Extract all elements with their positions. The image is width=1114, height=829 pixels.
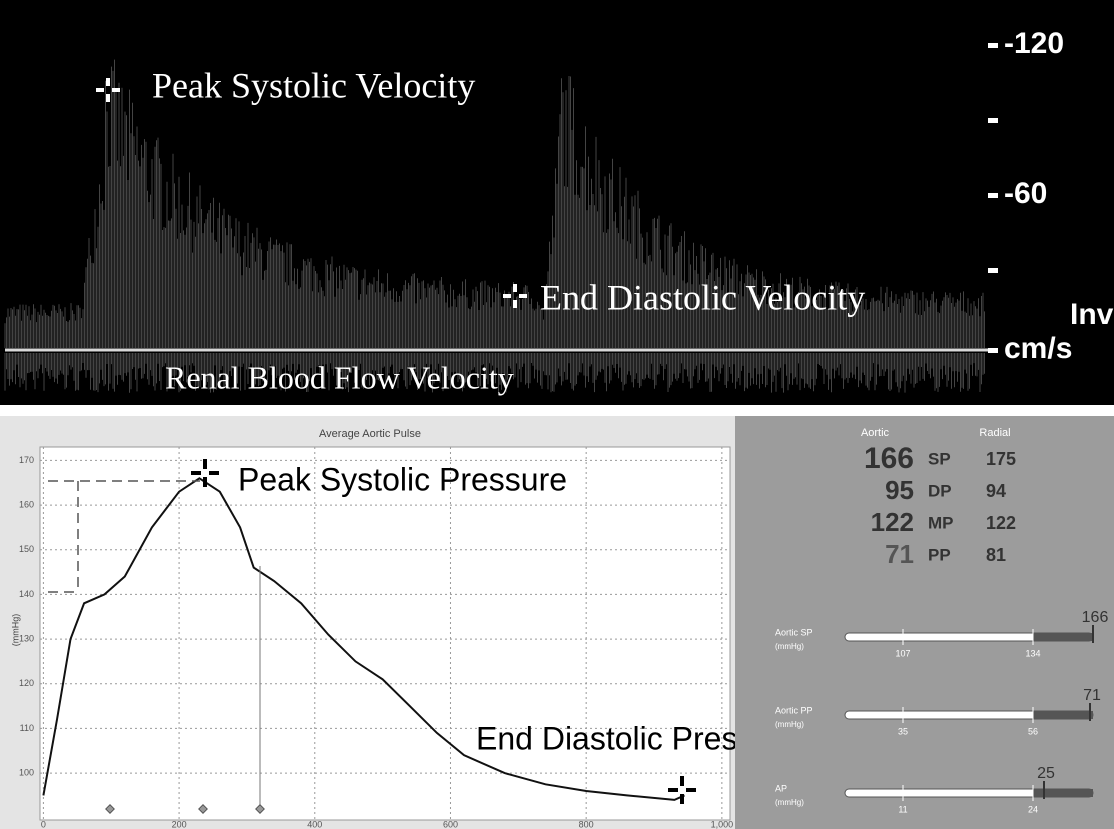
- gauge-tick-label: 134: [1025, 648, 1040, 658]
- x-tick-label: 800: [579, 819, 594, 829]
- y-tick-label: 130: [19, 633, 34, 643]
- gauge-value: 166: [1082, 609, 1109, 626]
- column-header: Radial: [979, 427, 1010, 439]
- row-label: PP: [928, 545, 951, 564]
- annotation: Renal Blood Flow Velocity: [165, 359, 514, 395]
- annotation: Peak Systolic Pressure: [238, 461, 567, 497]
- gauge-tick-label: 56: [1028, 726, 1038, 736]
- scale-label: -120: [1004, 27, 1064, 60]
- x-tick-label: 400: [307, 819, 322, 829]
- gauge-fill: [1033, 633, 1093, 641]
- screen: -120 -60 cm/s Inv Peak Systolic Velocity…: [0, 0, 1114, 829]
- summary-panel: [735, 416, 1114, 829]
- x-tick-label: 0: [41, 819, 46, 829]
- side-label: Inv: [1070, 298, 1114, 331]
- gauge-label: Aortic PP: [775, 705, 813, 715]
- annotation: Peak Systolic Velocity: [152, 65, 475, 105]
- chart-title: Average Aortic Pulse: [319, 428, 421, 440]
- scale-label: cm/s: [1004, 332, 1072, 365]
- gauge-fill: [1033, 711, 1093, 719]
- radial-value: 175: [986, 449, 1016, 469]
- aortic-value: 95: [885, 475, 914, 505]
- x-tick-label: 600: [443, 819, 458, 829]
- scale-label: -60: [1004, 177, 1047, 210]
- y-tick-label: 140: [19, 589, 34, 599]
- scale-dash: [988, 268, 998, 273]
- aortic-value: 122: [871, 507, 914, 537]
- scale-dash: [988, 118, 998, 123]
- plot-area: [40, 447, 730, 820]
- gauge-fill: [1033, 789, 1093, 797]
- gauge-tick-label: 35: [898, 726, 908, 736]
- gauge-value: 71: [1083, 687, 1101, 704]
- radial-value: 94: [986, 481, 1006, 501]
- aortic-value: 166: [864, 442, 914, 475]
- scale-dash: [988, 193, 998, 198]
- gauge-value: 25: [1037, 765, 1055, 782]
- row-label: MP: [928, 513, 954, 532]
- page: { "doppler": { "annotations": ["Peak Sys…: [0, 0, 1114, 829]
- x-tick-label: 1,000: [711, 819, 734, 829]
- x-tick-label: 200: [172, 819, 187, 829]
- radial-value: 122: [986, 513, 1016, 533]
- y-tick-label: 170: [19, 455, 34, 465]
- gauge-tick-label: 11: [898, 804, 907, 814]
- gauge-tick-label: 107: [895, 648, 910, 658]
- y-tick-label: 160: [19, 499, 34, 509]
- annotation: End Diastolic Velocity: [540, 277, 865, 317]
- row-label: SP: [928, 449, 951, 468]
- gauge-unit: (mmHg): [775, 798, 804, 807]
- y-tick-label: 100: [19, 767, 34, 777]
- scale-dash: [988, 43, 998, 48]
- y-tick-label: 120: [19, 678, 34, 688]
- scale-dash: [988, 348, 998, 353]
- gauge-unit: (mmHg): [775, 642, 804, 651]
- gauge-unit: (mmHg): [775, 720, 804, 729]
- gauge-label: Aortic SP: [775, 627, 813, 637]
- row-label: DP: [928, 481, 952, 500]
- y-tick-label: 110: [20, 723, 34, 733]
- gauge-label: AP: [775, 783, 787, 793]
- gauge-tick-label: 24: [1028, 804, 1038, 814]
- aortic-value: 71: [885, 539, 914, 569]
- radial-value: 81: [986, 545, 1006, 565]
- column-header: Aortic: [861, 427, 890, 439]
- y-tick-label: 150: [19, 544, 34, 554]
